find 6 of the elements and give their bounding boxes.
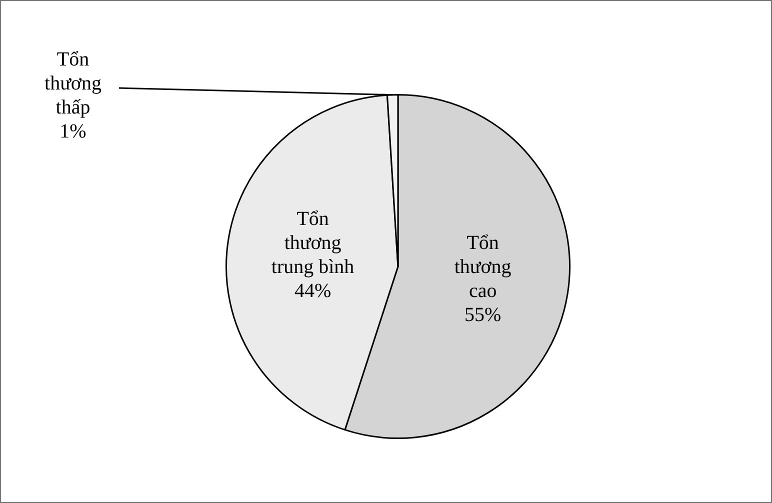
slice-label: Tổn thương trung bình (271, 208, 354, 278)
data-label: 55% (464, 304, 502, 326)
data-label: 1% (60, 120, 86, 142)
slice-label: Tổn thương cao (454, 232, 512, 302)
data-label: 44% (294, 280, 332, 302)
slice-label: Tổn thương thấp (44, 48, 102, 118)
